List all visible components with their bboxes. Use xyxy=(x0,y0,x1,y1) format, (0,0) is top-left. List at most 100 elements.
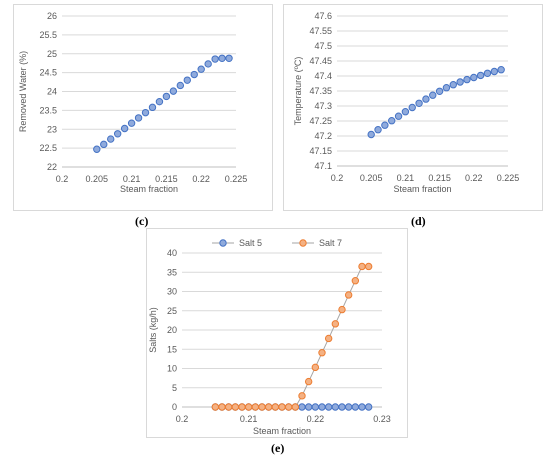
x-tick-label: 0.205 xyxy=(360,173,383,183)
y-tick-label: 25 xyxy=(167,306,177,316)
y-tick-label: 20 xyxy=(167,325,177,335)
data-point xyxy=(367,130,375,139)
x-tick-label: 0.215 xyxy=(155,174,178,184)
data-point xyxy=(435,87,444,96)
data-point xyxy=(134,114,143,122)
data-point xyxy=(497,65,505,74)
data-point xyxy=(211,55,219,63)
data-point xyxy=(483,69,492,78)
data-point xyxy=(107,135,115,143)
x-tick-label: 0.23 xyxy=(373,414,391,424)
caption-d: (d) xyxy=(411,214,426,228)
data-point xyxy=(231,403,240,411)
x-tick-label: 0.205 xyxy=(86,174,109,184)
x-tick-label: 0.225 xyxy=(497,173,520,183)
data-point xyxy=(298,392,306,400)
data-point xyxy=(344,291,353,299)
y-tick-label: 23 xyxy=(47,124,57,134)
chart-c-svg: 22 22.5 23 23.5 24 24.5 25 25.5 26 0.2 0.205 0.21 0.… xyxy=(18,11,248,194)
legend-label: Salt 7 xyxy=(319,238,342,248)
data-point xyxy=(415,99,423,108)
data-point xyxy=(311,403,320,411)
chart-e-svg: 0 5 10 15 20 25 30 35 40 0.2 0.21 0.22 0.23 Steam fra… xyxy=(148,238,391,436)
data-point xyxy=(401,108,410,116)
data-point xyxy=(449,81,457,89)
data-point xyxy=(358,262,366,271)
data-point xyxy=(351,403,360,411)
x-axis-label: Steam fraction xyxy=(120,184,178,194)
data-point xyxy=(251,403,260,411)
x-tick-label: 0.225 xyxy=(225,174,248,184)
y-tick-label: 22 xyxy=(47,162,57,172)
x-tick-label: 0.2 xyxy=(331,173,344,183)
data-point xyxy=(244,403,253,411)
data-point xyxy=(162,92,171,101)
data-point xyxy=(422,95,430,103)
caption-e: (e) xyxy=(271,441,285,455)
data-point xyxy=(211,403,220,411)
data-point xyxy=(218,54,226,62)
y-axis-label: Temperature (ºC) xyxy=(293,57,303,126)
data-point xyxy=(331,320,340,328)
y-tick-label: 47.5 xyxy=(314,41,332,51)
data-point xyxy=(344,403,353,411)
x-tick-label: 0.2 xyxy=(176,414,189,424)
data-point xyxy=(141,108,150,117)
data-point xyxy=(311,363,320,372)
y-tick-label: 0 xyxy=(172,402,177,412)
y-axis-label: Removed Water (%) xyxy=(18,51,28,132)
data-point xyxy=(381,121,389,129)
data-point xyxy=(298,403,306,411)
y-tick-label: 25 xyxy=(47,49,57,59)
chart-d-svg: 47.1 47.15 47.2 47.25 47.3 47.35 47.4 47.45 47.5… xyxy=(293,11,520,194)
data-point xyxy=(100,140,108,149)
x-tick-label: 0.2 xyxy=(56,174,69,184)
data-point xyxy=(331,403,340,411)
series-line-2 xyxy=(215,265,369,408)
data-point xyxy=(470,73,478,82)
data-point xyxy=(304,403,313,411)
x-axis-label: Steam fraction xyxy=(253,426,311,436)
data-point xyxy=(169,87,178,95)
legend-label: Salt 5 xyxy=(239,238,262,248)
y-tick-label: 24.5 xyxy=(39,68,57,78)
y-tick-label: 15 xyxy=(167,344,177,354)
data-point xyxy=(204,60,212,68)
x-tick-label: 0.22 xyxy=(192,174,210,184)
y-tick-label: 47.3 xyxy=(314,101,332,111)
y-axis-label: Salts (kg/h) xyxy=(148,307,158,353)
data-point xyxy=(429,91,437,99)
data-point xyxy=(155,97,164,106)
data-point xyxy=(127,119,136,127)
y-tick-label: 47.15 xyxy=(309,146,332,156)
data-point xyxy=(197,65,205,73)
data-point xyxy=(324,403,333,411)
y-tick-label: 24 xyxy=(47,87,57,97)
y-tick-label: 47.6 xyxy=(314,11,332,21)
data-point xyxy=(358,403,366,411)
chart-panel-e: 0 5 10 15 20 25 30 35 40 0.2 0.21 0.22 0.23 Steam fra… xyxy=(146,228,408,438)
y-tick-label: 47.45 xyxy=(309,56,332,66)
data-point xyxy=(408,103,416,112)
data-point xyxy=(351,277,360,285)
y-tick-label: 5 xyxy=(172,383,177,393)
data-point xyxy=(190,70,198,79)
data-point xyxy=(183,76,191,84)
caption-c: (c) xyxy=(135,214,149,228)
data-point xyxy=(113,130,122,138)
chart-panel-c: 22 22.5 23 23.5 24 24.5 25 25.5 26 0.2 0.205 0.21 0.… xyxy=(13,4,273,211)
y-tick-label: 23.5 xyxy=(39,105,57,115)
data-point xyxy=(456,78,464,86)
y-tick-label: 35 xyxy=(167,267,177,277)
data-point xyxy=(374,126,382,134)
y-tick-label: 22.5 xyxy=(39,143,57,153)
y-tick-label: 47.35 xyxy=(309,86,332,96)
data-point xyxy=(284,403,293,411)
y-tick-label: 26 xyxy=(47,11,57,21)
data-point xyxy=(238,403,246,411)
y-tick-label: 47.2 xyxy=(314,131,332,141)
x-tick-label: 0.215 xyxy=(428,173,451,183)
y-tick-label: 47.1 xyxy=(314,161,332,171)
data-point xyxy=(442,84,451,92)
y-tick-label: 25.5 xyxy=(39,30,57,40)
